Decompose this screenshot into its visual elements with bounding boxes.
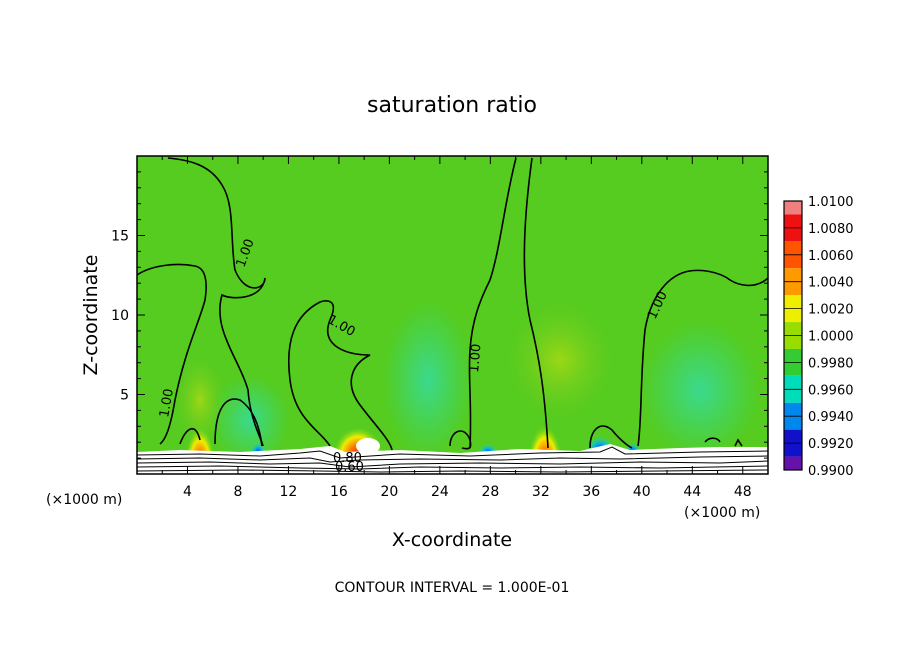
colorbar-label: 0.9960 (808, 383, 854, 398)
contour-lines (137, 157, 768, 451)
x-tick-label: 40 (633, 484, 651, 500)
x-tick-label: 8 (233, 484, 242, 500)
y-axis-label: Z-coordinate (80, 255, 102, 376)
contour-label: 0.80 (333, 451, 362, 466)
contour-label: 0.60 (335, 460, 364, 475)
colorbar-label: 1.0100 (808, 195, 854, 210)
hotspot-saturated (356, 438, 380, 454)
colorbar-label: 1.0040 (808, 276, 854, 291)
colorbar-label: 0.9940 (808, 410, 854, 425)
x-tick-label: 4 (183, 484, 192, 500)
heatmap-field (137, 156, 768, 474)
x-tick-label: 32 (532, 484, 550, 500)
colorbar (783, 200, 803, 471)
x-tick-label: 20 (380, 484, 398, 500)
x-axis-label: X-coordinate (392, 529, 512, 551)
y-tick-label: 10 (111, 308, 129, 324)
x-tick-label: 16 (330, 484, 348, 500)
x-unit-right: (×1000 m) (684, 505, 760, 521)
x-tick-label: 28 (481, 484, 499, 500)
y-tick-labels: 5 10 15 (111, 229, 129, 404)
colorbar-label: 1.0020 (808, 303, 854, 318)
x-tick-label: 24 (431, 484, 449, 500)
y-tick-label: 15 (111, 229, 129, 245)
contour-label: 1.00 (467, 343, 484, 373)
colorbar-swatch (784, 456, 802, 470)
x-tick-label: 12 (280, 484, 298, 500)
field-zone-yellow (505, 300, 615, 420)
colorbar-label: 1.0000 (808, 330, 854, 345)
field-zone-cyan (383, 300, 473, 460)
colorbar-label: 0.9920 (808, 437, 854, 452)
y-tick-marks (137, 171, 768, 459)
x-tick-label: 48 (734, 484, 752, 500)
footer-note: CONTOUR INTERVAL = 1.000E-01 (335, 580, 570, 596)
x-tick-label: 36 (582, 484, 600, 500)
x-tick-marks (161, 156, 744, 474)
colorbar-label: 0.9980 (808, 356, 854, 371)
colorbar-label: 1.0080 (808, 222, 854, 237)
colorbar-label: 0.9900 (808, 464, 854, 479)
field-zone-cyan (640, 320, 760, 460)
chart-title: saturation ratio (367, 93, 537, 118)
x-unit-left: (×1000 m) (46, 492, 122, 508)
colorbar-label: 1.0060 (808, 249, 854, 264)
contour-label: 1.00 (157, 388, 177, 419)
field-zone-cyan (210, 375, 290, 465)
colorbar-labels: 1.0100 1.0080 1.0060 1.0040 1.0020 1.0000 0.99… (808, 195, 854, 479)
terrain-contours (137, 446, 768, 473)
y-tick-label: 5 (120, 388, 129, 404)
x-tick-label: 44 (683, 484, 701, 500)
x-tick-labels: 4 8 12 16 20 24 28 32 36 40 44 48 (183, 484, 752, 500)
colorbar-swatch (784, 201, 802, 215)
